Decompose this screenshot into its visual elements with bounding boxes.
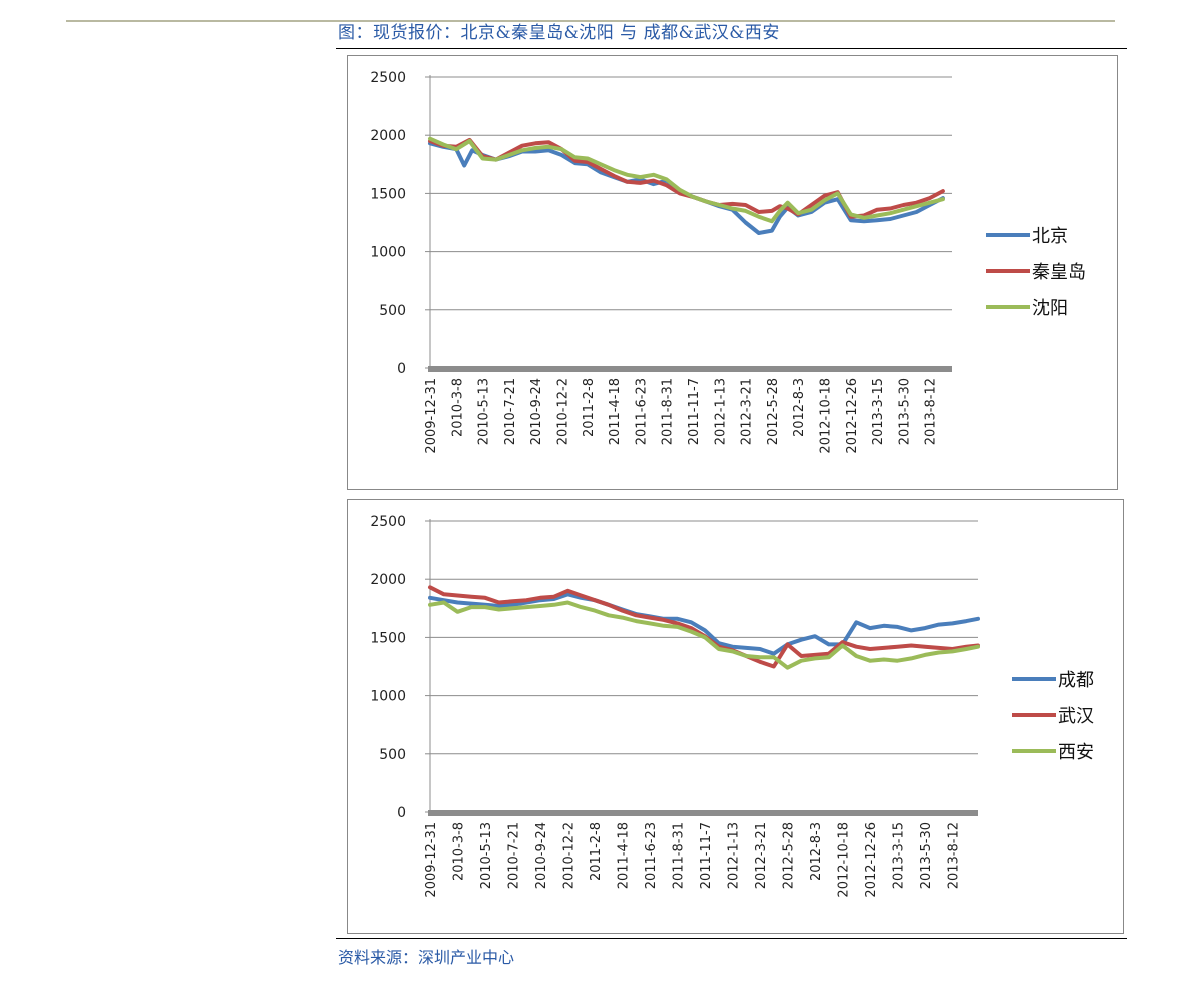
x-tick-label: 2012-12-26 bbox=[864, 822, 879, 898]
legend-label: 西安 bbox=[1058, 742, 1094, 763]
series-line bbox=[428, 137, 945, 219]
x-tick-label: 2009-12-31 bbox=[424, 822, 439, 898]
x-tick-label: 2011-4-18 bbox=[617, 822, 632, 889]
y-tick-label: 1000 bbox=[370, 689, 406, 705]
x-tick-label: 2012-8-3 bbox=[809, 822, 824, 881]
x-tick-label: 2011-6-23 bbox=[644, 822, 659, 889]
x-tick-label: 2011-11-7 bbox=[699, 822, 714, 889]
x-axis bbox=[428, 366, 952, 372]
x-tick-label: 2012-1-13 bbox=[727, 822, 742, 889]
x-tick-label: 2013-5-30 bbox=[919, 822, 934, 889]
x-tick-label: 2010-3-8 bbox=[450, 378, 465, 437]
source-note: 资料来源：深圳产业中心 bbox=[338, 948, 515, 967]
y-tick-label: 0 bbox=[397, 361, 406, 377]
x-tick-label: 2011-2-8 bbox=[582, 378, 597, 437]
chart-top-svg: 0 500 1000 1500 2000 2500 2009-12-31 2010-3-8 20… bbox=[370, 70, 1086, 454]
bottom-rule bbox=[336, 938, 1127, 939]
legend-label: 秦皇岛 bbox=[1032, 262, 1086, 283]
y-tick-label: 0 bbox=[397, 805, 406, 821]
y-tick-label: 2000 bbox=[370, 128, 406, 144]
top-rule bbox=[66, 20, 1115, 22]
figure-title: 图：现货报价：北京&秦皇岛&沈阳 与 成都&武汉&西安 bbox=[338, 23, 780, 43]
x-tick-label: 2012-3-21 bbox=[740, 378, 755, 445]
x-tick-label: 2009-12-31 bbox=[424, 378, 439, 454]
x-tick-label: 2013-5-30 bbox=[897, 378, 912, 445]
y-tick-label: 500 bbox=[379, 747, 406, 763]
legend-label: 武汉 bbox=[1058, 706, 1094, 727]
y-tick-label: 1500 bbox=[370, 630, 406, 646]
x-tick-label: 2012-1-13 bbox=[713, 378, 728, 445]
x-tick-label: 2011-2-8 bbox=[589, 822, 604, 881]
x-tick-label: 2012-5-28 bbox=[766, 378, 781, 445]
y-tick-label: 1500 bbox=[370, 186, 406, 202]
legend-label: 北京 bbox=[1032, 226, 1068, 247]
x-tick-label: 2010-5-13 bbox=[479, 822, 494, 889]
x-tick-label: 2010-9-24 bbox=[534, 822, 549, 889]
x-axis bbox=[428, 810, 978, 816]
x-tick-label: 2012-8-3 bbox=[792, 378, 807, 437]
x-tick-label: 2012-5-28 bbox=[782, 822, 797, 889]
x-tick-label: 2010-12-2 bbox=[562, 822, 577, 889]
x-tick-label: 2013-8-12 bbox=[924, 378, 939, 445]
x-tick-label: 2011-11-7 bbox=[687, 378, 702, 445]
series-line bbox=[428, 600, 980, 670]
legend-label: 沈阳 bbox=[1032, 298, 1068, 319]
series-line bbox=[428, 136, 945, 224]
x-tick-label: 2011-4-18 bbox=[608, 378, 623, 445]
x-tick-label: 2010-7-21 bbox=[507, 822, 522, 889]
y-tick-label: 2500 bbox=[370, 70, 406, 86]
y-tick-label: 2000 bbox=[370, 572, 406, 588]
x-tick-label: 2011-6-23 bbox=[634, 378, 649, 445]
x-tick-label: 2013-8-12 bbox=[947, 822, 962, 889]
series-line bbox=[428, 592, 980, 656]
x-tick-label: 2010-7-21 bbox=[503, 378, 518, 445]
x-tick-label: 2010-9-24 bbox=[529, 378, 544, 445]
y-tick-label: 1000 bbox=[370, 245, 406, 261]
x-tick-label: 2012-10-18 bbox=[819, 378, 834, 454]
x-tick-label: 2011-8-31 bbox=[672, 822, 687, 889]
chart-top: 0 500 1000 1500 2000 2500 2009-12-31 2010-3-8 20… bbox=[347, 55, 1118, 490]
x-tick-label: 2010-5-13 bbox=[477, 378, 492, 445]
chart-bottom-svg: 0 500 1000 1500 2000 2500 2009-12-31 2010-3-8 20… bbox=[370, 514, 1094, 898]
x-tick-label: 2013-3-15 bbox=[871, 378, 886, 445]
x-tick-label: 2012-10-18 bbox=[837, 822, 852, 898]
legend-label: 成都 bbox=[1058, 670, 1094, 691]
x-tick-label: 2010-3-8 bbox=[452, 822, 467, 881]
x-tick-label: 2012-12-26 bbox=[845, 378, 860, 454]
x-tick-label: 2011-8-31 bbox=[661, 378, 676, 445]
x-tick-label: 2012-3-21 bbox=[754, 822, 769, 889]
y-tick-label: 2500 bbox=[370, 514, 406, 530]
title-rule bbox=[336, 48, 1127, 49]
x-tick-label: 2013-3-15 bbox=[892, 822, 907, 889]
y-tick-label: 500 bbox=[379, 303, 406, 319]
x-tick-label: 2010-12-2 bbox=[556, 378, 571, 445]
chart-bottom: 0 500 1000 1500 2000 2500 2009-12-31 2010-3-8 20… bbox=[347, 499, 1124, 934]
